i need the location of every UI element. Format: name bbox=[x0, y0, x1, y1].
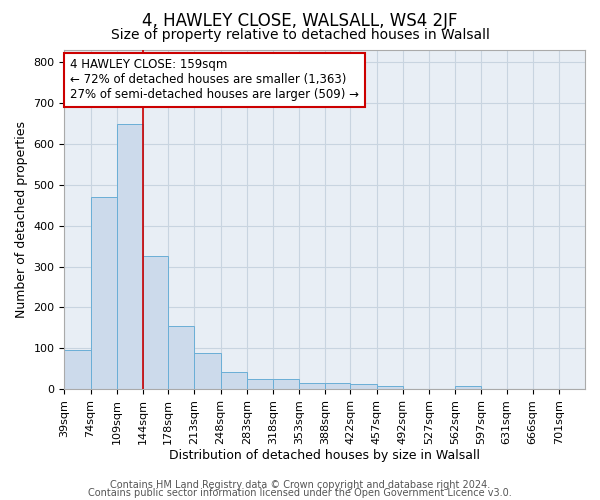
Text: 4, HAWLEY CLOSE, WALSALL, WS4 2JF: 4, HAWLEY CLOSE, WALSALL, WS4 2JF bbox=[142, 12, 458, 30]
Text: Size of property relative to detached houses in Walsall: Size of property relative to detached ho… bbox=[110, 28, 490, 42]
Bar bbox=[168, 326, 194, 389]
Text: 4 HAWLEY CLOSE: 159sqm
← 72% of detached houses are smaller (1,363)
27% of semi-: 4 HAWLEY CLOSE: 159sqm ← 72% of detached… bbox=[70, 58, 359, 102]
Bar bbox=[455, 386, 481, 389]
Bar bbox=[91, 197, 116, 389]
Bar bbox=[273, 379, 299, 389]
X-axis label: Distribution of detached houses by size in Walsall: Distribution of detached houses by size … bbox=[169, 450, 480, 462]
Text: Contains public sector information licensed under the Open Government Licence v3: Contains public sector information licen… bbox=[88, 488, 512, 498]
Bar bbox=[377, 386, 403, 389]
Bar bbox=[116, 124, 143, 389]
Text: Contains HM Land Registry data © Crown copyright and database right 2024.: Contains HM Land Registry data © Crown c… bbox=[110, 480, 490, 490]
Bar bbox=[221, 372, 247, 389]
Bar bbox=[350, 384, 377, 389]
Bar bbox=[194, 353, 221, 389]
Y-axis label: Number of detached properties: Number of detached properties bbox=[15, 121, 28, 318]
Bar bbox=[247, 379, 273, 389]
Bar bbox=[64, 350, 91, 389]
Bar bbox=[325, 383, 350, 389]
Bar bbox=[299, 383, 325, 389]
Bar bbox=[143, 256, 168, 389]
